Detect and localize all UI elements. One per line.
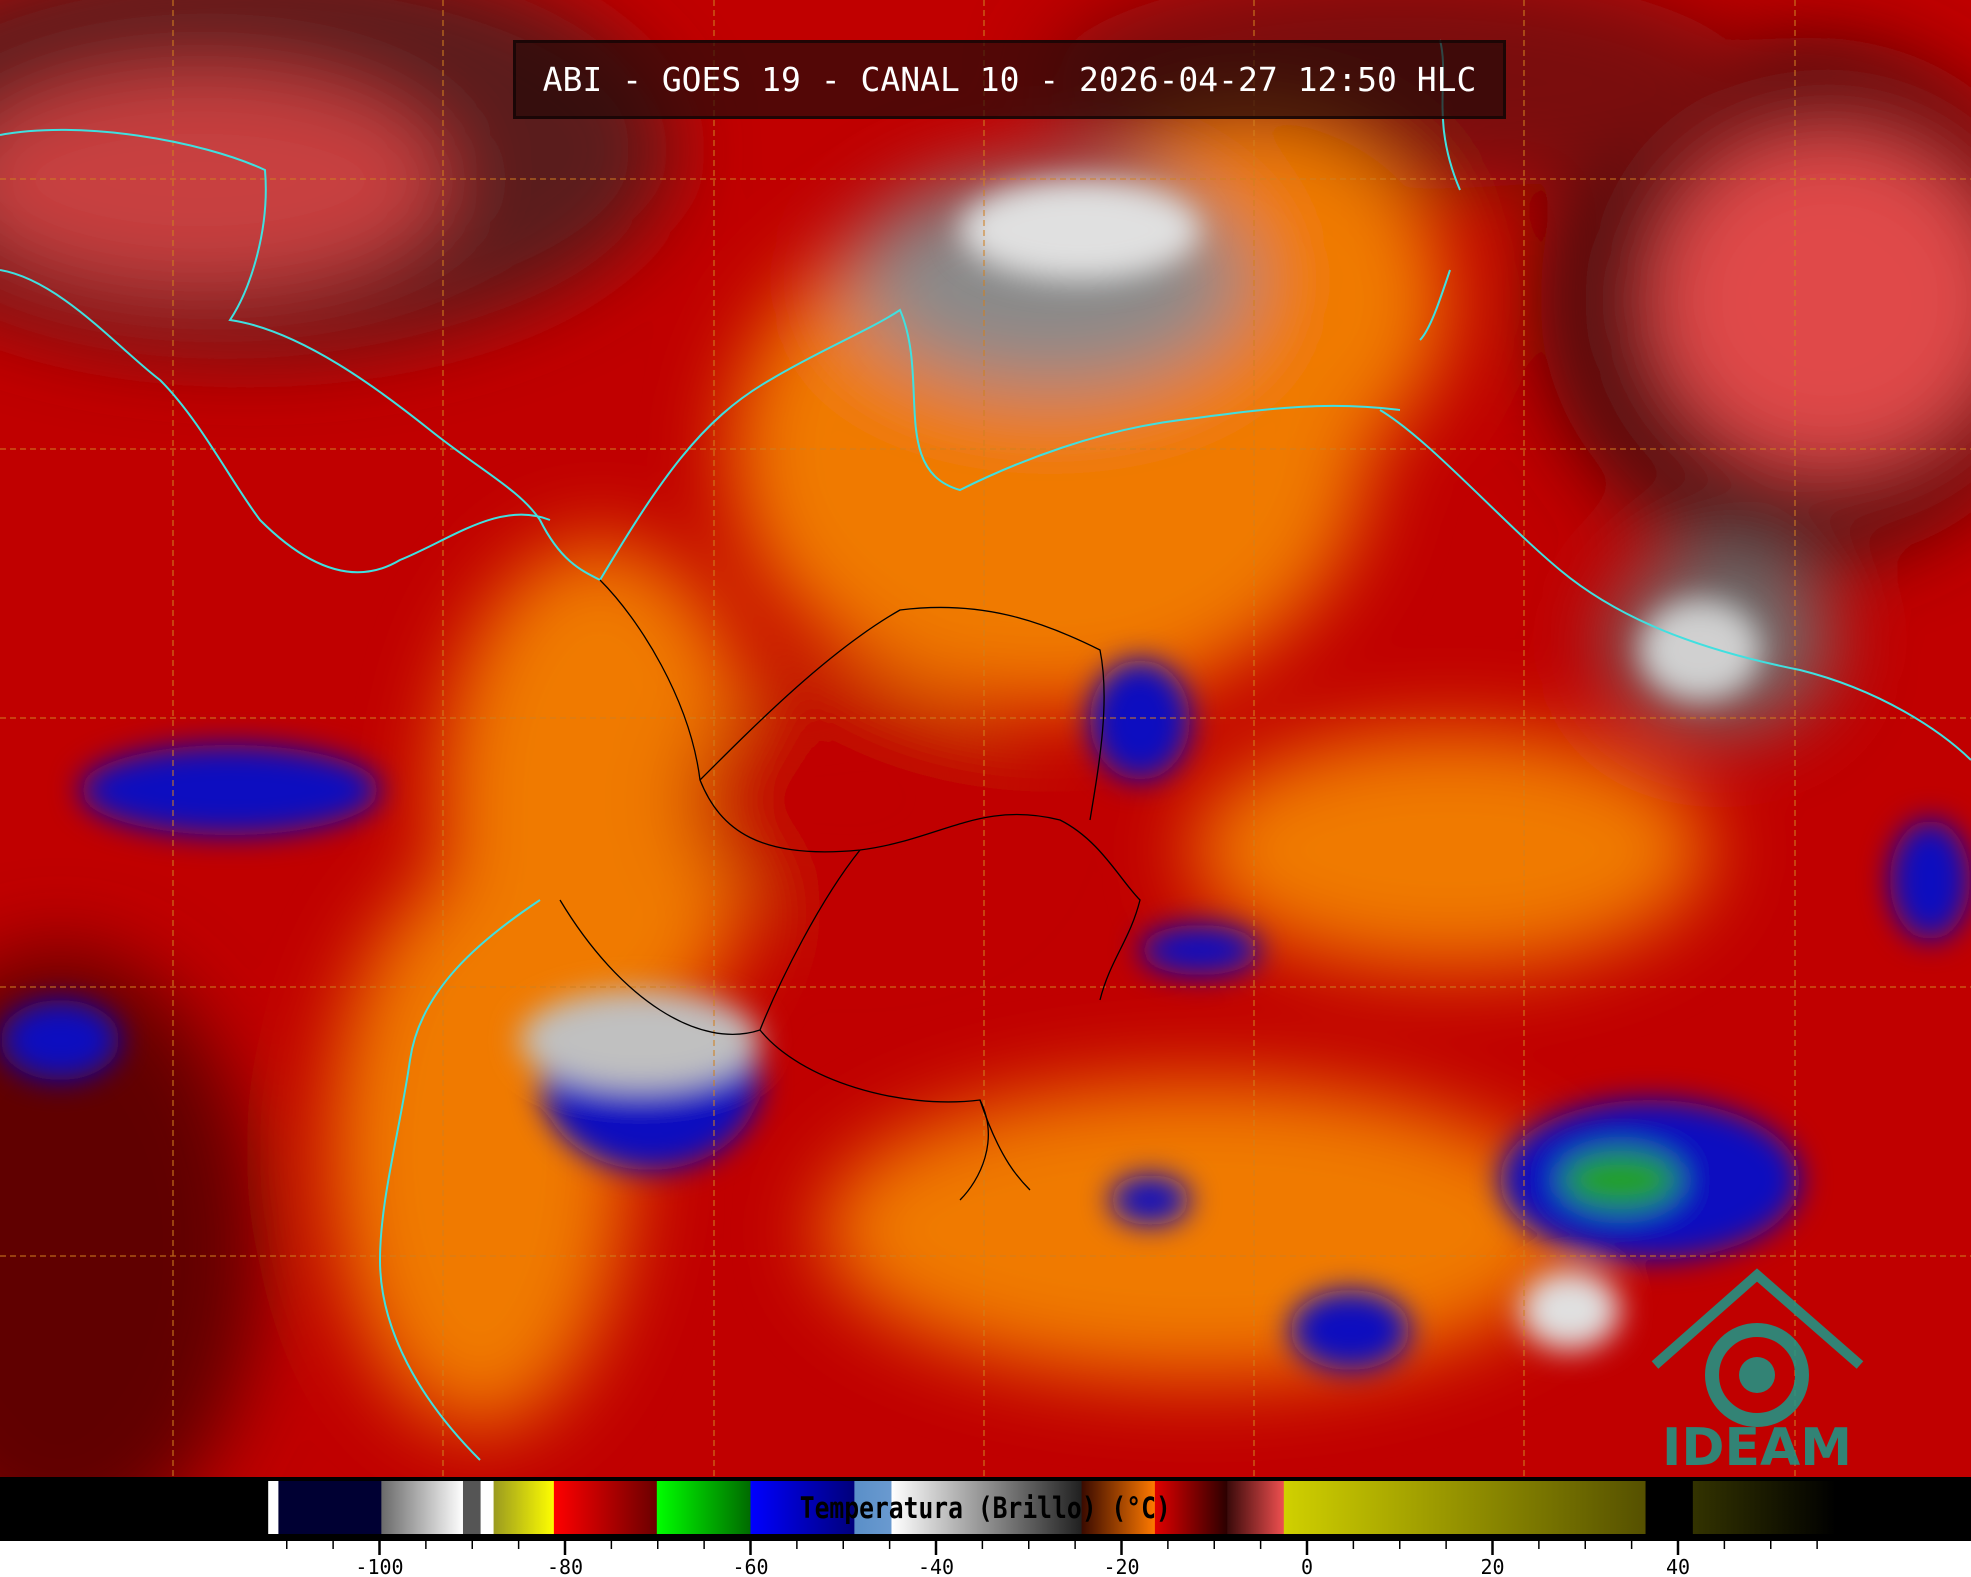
colorbar-segment — [1227, 1481, 1285, 1534]
country-borders — [559, 579, 1141, 1201]
title: ABI - GOES 19 - CANAL 10 - 2026-04-27 12… — [542, 60, 1477, 99]
colorbar-segment — [656, 1481, 751, 1534]
colorbar-segment — [750, 1481, 855, 1534]
colorbar-segment — [1692, 1481, 1837, 1534]
tick-label: -60 — [732, 1555, 768, 1577]
colorbar-segment — [381, 1481, 464, 1534]
lat-lon-grid — [0, 0, 1971, 1477]
colorbar-segment — [278, 1481, 382, 1534]
colorbar-segment — [1283, 1481, 1647, 1534]
colorbar-segment — [1081, 1481, 1156, 1534]
colorbar-label-wrap: Temperatura (Brillo) (°C) — [0, 1484, 1971, 1532]
temperature-colorbar — [268, 1481, 1837, 1534]
title-banner: ABI - GOES 19 - CANAL 10 - 2026-04-27 12… — [513, 40, 1506, 119]
satellite-imagery — [0, 0, 1971, 1477]
svg-text:IDEAM: IDEAM — [1662, 1418, 1852, 1475]
tick-label: -100 — [355, 1555, 403, 1577]
tick-label: -80 — [547, 1555, 583, 1577]
ideam-logo: IDEAM — [1651, 1268, 1864, 1475]
colorbar-segment — [493, 1481, 555, 1534]
colorbar-segment — [891, 1481, 1083, 1534]
coastlines — [0, 39, 1971, 1461]
colorbar-axis: -100 -80 -60 -40 -20 0 20 40 — [0, 1541, 1971, 1577]
tick-label: -20 — [1103, 1555, 1139, 1577]
colorbar-label: Temperatura (Brillo) (°C) — [799, 1491, 1172, 1525]
colorbar-segment — [462, 1481, 482, 1534]
colorbar-segment — [268, 1481, 279, 1534]
colorbar-segment — [1154, 1481, 1228, 1534]
tick-label: 40 — [1666, 1555, 1690, 1577]
convective-cells — [0, 180, 1970, 1370]
colorbar-segment — [480, 1481, 495, 1534]
tick-label: -40 — [918, 1555, 954, 1577]
colorbar-segment — [1645, 1481, 1694, 1534]
tick-label: 20 — [1480, 1555, 1504, 1577]
colorbar-segment — [854, 1481, 892, 1534]
colorbar-segment — [553, 1481, 658, 1534]
tick-label: 0 — [1301, 1555, 1313, 1577]
